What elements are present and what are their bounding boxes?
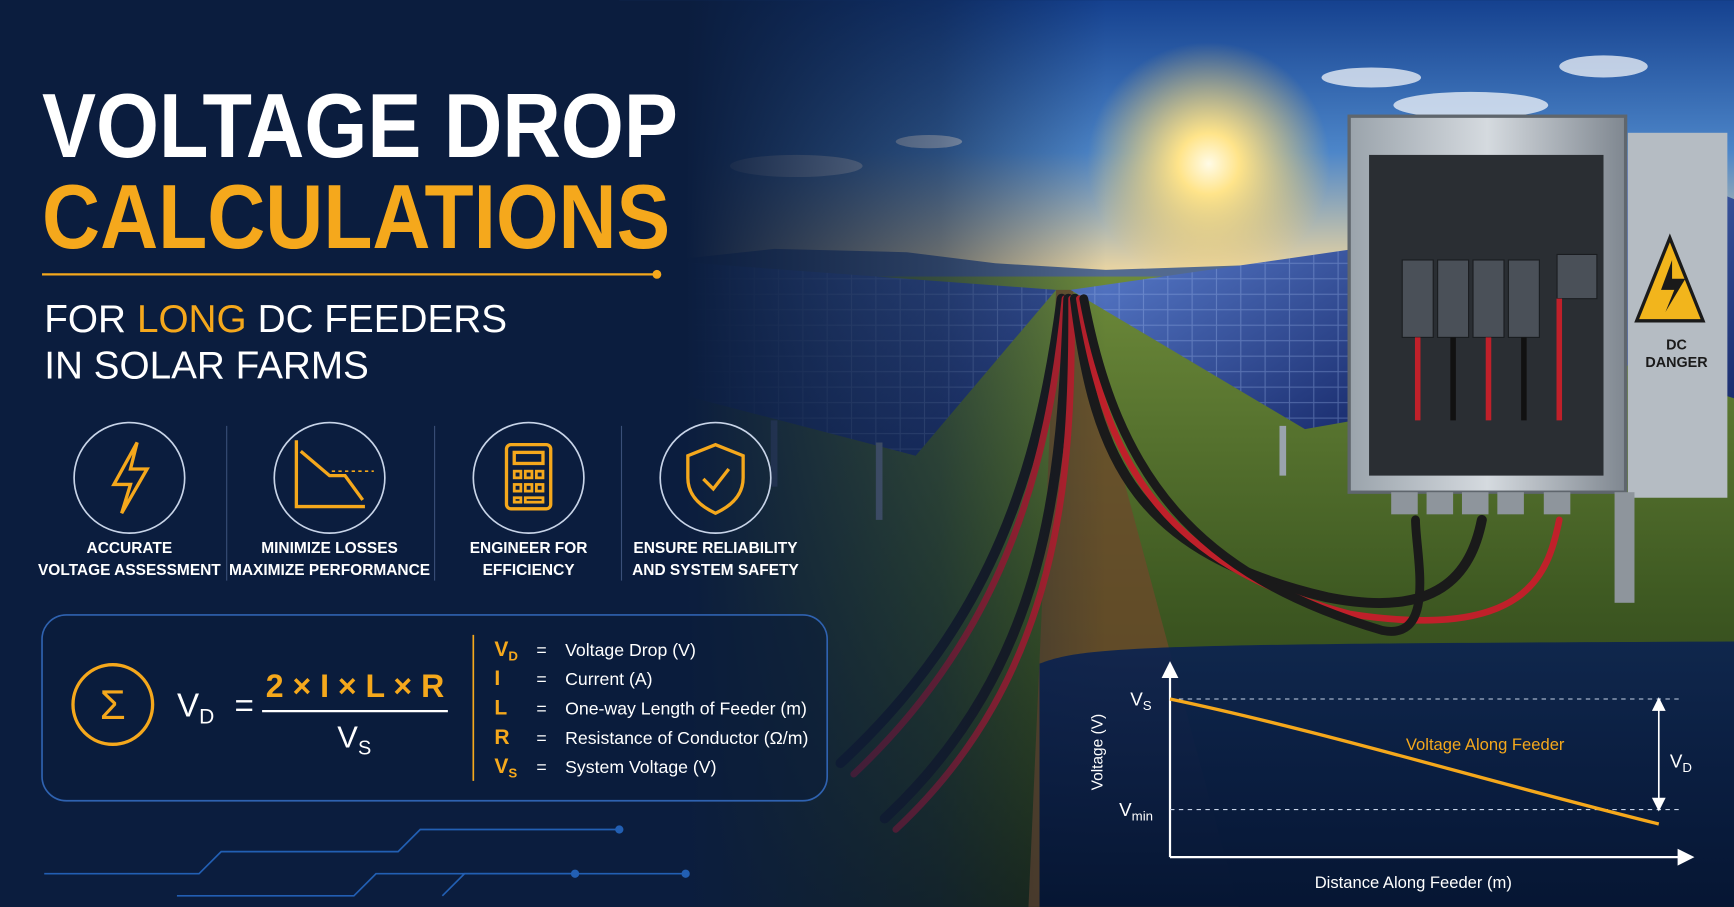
- legend-meaning: Resistance of Conductor (Ω/m): [565, 728, 808, 748]
- legend-meaning: One-way Length of Feeder (m): [565, 698, 807, 718]
- legend-equals: =: [536, 640, 546, 660]
- formula-lhs: VD: [177, 688, 214, 729]
- sign-text: DANGER: [1645, 355, 1708, 371]
- legend-symbol: R: [494, 726, 509, 749]
- symbol: I: [494, 667, 500, 690]
- feature-label: ENSURE RELIABILITY: [633, 540, 798, 557]
- rule-dot: [652, 269, 662, 279]
- sign-text: DC: [1666, 338, 1687, 354]
- junction-box: DC DANGER: [1347, 114, 1728, 603]
- subtitle-part: FOR: [44, 298, 126, 341]
- y-axis-label: Voltage (V): [1090, 714, 1107, 791]
- legend-equals: =: [536, 757, 546, 777]
- drop-label: VD: [1670, 751, 1692, 775]
- formula-box: [41, 614, 829, 802]
- subscript: S: [1143, 698, 1152, 713]
- feature-label: MINIMIZE LOSSES: [261, 540, 398, 557]
- subscript: min: [1132, 809, 1153, 824]
- drop-arrow: [1651, 697, 1666, 812]
- graph-panel: [1039, 641, 1734, 907]
- legend-meaning: Current (A): [565, 669, 652, 689]
- symbol: V: [1670, 751, 1683, 772]
- title: VOLTAGE DROP: [42, 76, 678, 177]
- subtitle: FOR LONG DC FEEDERS: [44, 298, 507, 341]
- symbol: R: [494, 726, 509, 749]
- features: ACCURATE VOLTAGE ASSESSMENT MINIMIZE LOSSE…: [38, 540, 800, 579]
- subscript: S: [358, 737, 371, 759]
- sun: [1087, 42, 1331, 286]
- legend-meaning: Voltage Drop (V): [565, 640, 696, 660]
- feature-label: VOLTAGE ASSESSMENT: [38, 562, 221, 579]
- curve-label: Voltage Along Feeder: [1406, 735, 1565, 754]
- level-label: VS: [1130, 689, 1152, 713]
- symbol: V: [1119, 799, 1132, 820]
- feature-label: AND SYSTEM SAFETY: [632, 562, 799, 579]
- symbol: L: [494, 696, 507, 719]
- feature-label: EFFICIENCY: [483, 562, 576, 579]
- symbol: V: [494, 638, 508, 661]
- symbol: V: [177, 688, 199, 725]
- symbol: V: [1130, 689, 1143, 710]
- voltage-curve: [1169, 697, 1660, 826]
- formula-numerator: 2 × I × L × R: [266, 668, 445, 704]
- legend-equals: =: [536, 669, 546, 689]
- circuit-lines: [44, 825, 690, 897]
- symbol: V: [494, 755, 508, 778]
- feature-label: ENGINEER FOR: [470, 540, 588, 557]
- formula-equals: =: [234, 688, 253, 725]
- subscript: D: [1682, 760, 1692, 775]
- legend-symbol: I: [494, 667, 500, 690]
- sigma-icon: [71, 663, 155, 747]
- subtitle: IN SOLAR FARMS: [44, 344, 369, 387]
- title: CALCULATIONS: [42, 167, 670, 268]
- subscript: D: [199, 705, 214, 728]
- level-label: Vmin: [1119, 799, 1153, 823]
- x-axis-label: Distance Along Feeder (m): [1315, 873, 1512, 892]
- sigma-glyph: Σ: [100, 681, 126, 728]
- subtitle-part: DC FEEDERS: [258, 298, 507, 341]
- symbol: V: [337, 720, 358, 755]
- subtitle-highlight: LONG: [137, 298, 247, 341]
- subscript: S: [508, 766, 517, 781]
- feature-label: MAXIMIZE PERFORMANCE: [229, 562, 430, 579]
- feature-icons: [73, 421, 772, 534]
- feature-label: ACCURATE: [87, 540, 173, 557]
- formula-denominator: VS: [337, 720, 371, 760]
- legend-meaning: System Voltage (V): [565, 757, 716, 777]
- formula-legend: VD = Voltage Drop (V)I = Current (A)L = One-wa…: [494, 638, 808, 781]
- legend-symbol: L: [494, 696, 507, 719]
- legend-equals: =: [536, 728, 546, 748]
- graph-axes: [1161, 661, 1695, 866]
- legend-symbol: VD: [494, 638, 518, 663]
- legend-symbol: VS: [494, 755, 517, 780]
- subscript: D: [508, 648, 518, 663]
- feature-dividers: [226, 425, 623, 581]
- legend-equals: =: [536, 698, 546, 718]
